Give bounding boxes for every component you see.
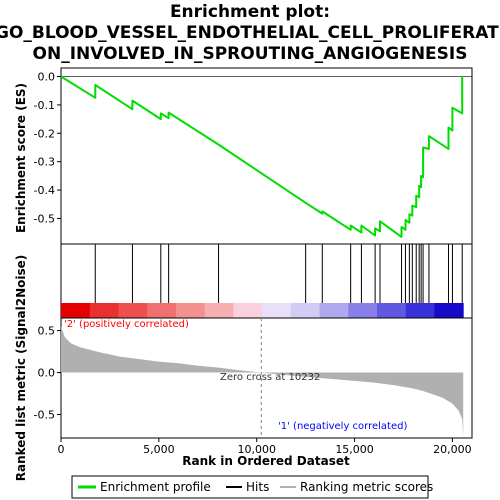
rank-bar-segment: [233, 303, 262, 318]
metric-y-axis-label: Ranked list metric (Signal2Noise): [14, 255, 28, 482]
positive-correlation-label: '2' (positively correlated): [64, 319, 189, 330]
es-y-tick-label: 0.0: [38, 71, 56, 84]
es-y-tick-label: -0.3: [34, 156, 55, 169]
rank-bar-segment: [377, 303, 406, 318]
x-tick-label: 5,000: [143, 443, 175, 456]
rank-bar-segment: [262, 303, 291, 318]
chart-title-line-2: GO_BLOOD_VESSEL_ENDOTHELIAL_CELL_PROLIFE…: [0, 23, 500, 43]
es-y-axis-label: Enrichment score (ES): [14, 83, 28, 233]
rank-bar-segment: [348, 303, 377, 318]
rank-bar-segment: [147, 303, 176, 318]
legend-metric-label: Ranking metric scores: [300, 480, 433, 494]
rank-bar-segment: [320, 303, 349, 318]
negative-correlation-label: '1' (negatively correlated): [278, 421, 407, 432]
es-y-tick-label: -0.5: [34, 212, 55, 225]
rank-bar-segment: [406, 303, 435, 318]
rank-bar-segment: [291, 303, 320, 318]
metric-panel: 0.5 0.0 -0.5 Zero cross at 10232 '2' (posi…: [34, 318, 472, 438]
rank-bar-segment: [90, 303, 119, 318]
es-y-tick-label: -0.2: [34, 127, 55, 140]
rank-bar-segment: [434, 303, 463, 318]
chart-title-line-1: Enrichment plot:: [170, 2, 330, 22]
es-panel: 0.0 -0.1 -0.2 -0.3 -0.4 -0.5: [34, 68, 472, 244]
hits-panel: [61, 244, 472, 318]
zero-cross-label: Zero cross at 10232: [220, 372, 320, 383]
metric-y-tick-label: 0.0: [38, 367, 56, 380]
x-tick-label: 0: [58, 443, 65, 456]
x-tick-label: 20,000: [433, 443, 472, 456]
metric-y-tick-label: -0.5: [34, 409, 55, 422]
rank-bar-segment: [205, 303, 234, 318]
metric-y-tick-label: 0.5: [38, 325, 56, 338]
legend-es-label: Enrichment profile: [100, 480, 211, 494]
rank-bar-segment: [61, 303, 90, 318]
legend: Enrichment profile Hits Ranking metric s…: [72, 476, 433, 498]
es-y-tick-label: -0.4: [34, 184, 55, 197]
es-y-tick-label: -0.1: [34, 99, 55, 112]
x-axis-label: Rank in Ordered Dataset: [182, 454, 350, 468]
legend-hits-label: Hits: [246, 480, 269, 494]
rank-bar-segment: [176, 303, 205, 318]
rank-bar-segment: [118, 303, 147, 318]
chart-title-line-3: ON_INVOLVED_IN_SPROUTING_ANGIOGENESIS: [33, 44, 468, 64]
